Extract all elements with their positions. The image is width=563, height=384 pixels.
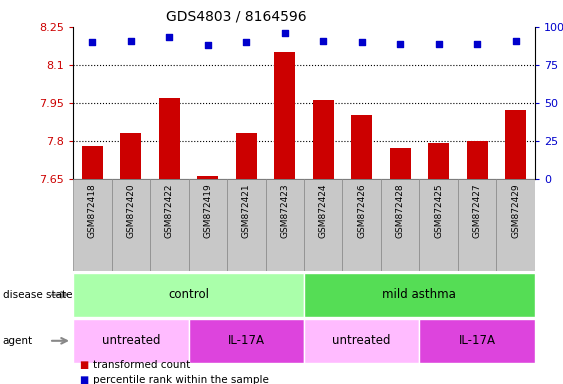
Bar bbox=[274, 52, 296, 179]
Bar bbox=[312, 100, 334, 179]
Bar bbox=[189, 179, 227, 271]
Bar bbox=[304, 179, 342, 271]
Text: untreated: untreated bbox=[333, 334, 391, 347]
Bar bbox=[390, 148, 411, 179]
Bar bbox=[342, 179, 381, 271]
Bar bbox=[120, 133, 141, 179]
Text: GSM872427: GSM872427 bbox=[473, 183, 481, 238]
Text: GSM872422: GSM872422 bbox=[165, 183, 174, 238]
Text: percentile rank within the sample: percentile rank within the sample bbox=[93, 375, 269, 384]
Point bbox=[396, 40, 405, 46]
Bar bbox=[304, 273, 535, 317]
Bar bbox=[428, 143, 449, 179]
Point bbox=[203, 42, 212, 48]
Bar bbox=[197, 176, 218, 179]
Text: IL-17A: IL-17A bbox=[228, 334, 265, 347]
Bar bbox=[419, 319, 535, 363]
Bar bbox=[419, 179, 458, 271]
Bar bbox=[381, 179, 419, 271]
Bar bbox=[497, 179, 535, 271]
Point bbox=[319, 38, 328, 44]
Bar bbox=[505, 110, 526, 179]
Bar bbox=[227, 179, 266, 271]
Text: transformed count: transformed count bbox=[93, 360, 190, 370]
Text: untreated: untreated bbox=[102, 334, 160, 347]
Point bbox=[280, 30, 289, 36]
Text: GSM872424: GSM872424 bbox=[319, 183, 328, 238]
Text: control: control bbox=[168, 288, 209, 301]
Text: GSM872418: GSM872418 bbox=[88, 183, 97, 238]
Point bbox=[434, 40, 443, 46]
Bar bbox=[73, 179, 111, 271]
Text: IL-17A: IL-17A bbox=[459, 334, 495, 347]
Text: GDS4803 / 8164596: GDS4803 / 8164596 bbox=[166, 10, 307, 23]
Point bbox=[165, 35, 174, 41]
Text: GSM872428: GSM872428 bbox=[396, 183, 405, 238]
Text: GSM872429: GSM872429 bbox=[511, 183, 520, 238]
Text: ■: ■ bbox=[79, 360, 88, 370]
Bar bbox=[467, 141, 488, 179]
Text: mild asthma: mild asthma bbox=[382, 288, 457, 301]
Bar bbox=[458, 179, 497, 271]
Text: GSM872419: GSM872419 bbox=[203, 183, 212, 238]
Text: GSM872425: GSM872425 bbox=[434, 183, 443, 238]
Point bbox=[88, 39, 97, 45]
Bar bbox=[351, 115, 372, 179]
Point bbox=[473, 40, 482, 46]
Point bbox=[357, 39, 366, 45]
Bar bbox=[304, 319, 419, 363]
Bar bbox=[82, 146, 103, 179]
Text: disease state: disease state bbox=[3, 290, 72, 300]
Bar bbox=[150, 179, 189, 271]
Text: GSM872420: GSM872420 bbox=[127, 183, 135, 238]
Point bbox=[126, 38, 135, 44]
Text: agent: agent bbox=[3, 336, 33, 346]
Point bbox=[511, 38, 520, 44]
Bar bbox=[189, 319, 304, 363]
Text: GSM872423: GSM872423 bbox=[280, 183, 289, 238]
Bar bbox=[73, 319, 189, 363]
Bar bbox=[111, 179, 150, 271]
Text: GSM872426: GSM872426 bbox=[358, 183, 366, 238]
Bar bbox=[236, 133, 257, 179]
Point bbox=[242, 39, 251, 45]
Text: GSM872421: GSM872421 bbox=[242, 183, 251, 238]
Bar bbox=[266, 179, 304, 271]
Bar bbox=[159, 98, 180, 179]
Text: ■: ■ bbox=[79, 375, 88, 384]
Bar bbox=[73, 273, 304, 317]
